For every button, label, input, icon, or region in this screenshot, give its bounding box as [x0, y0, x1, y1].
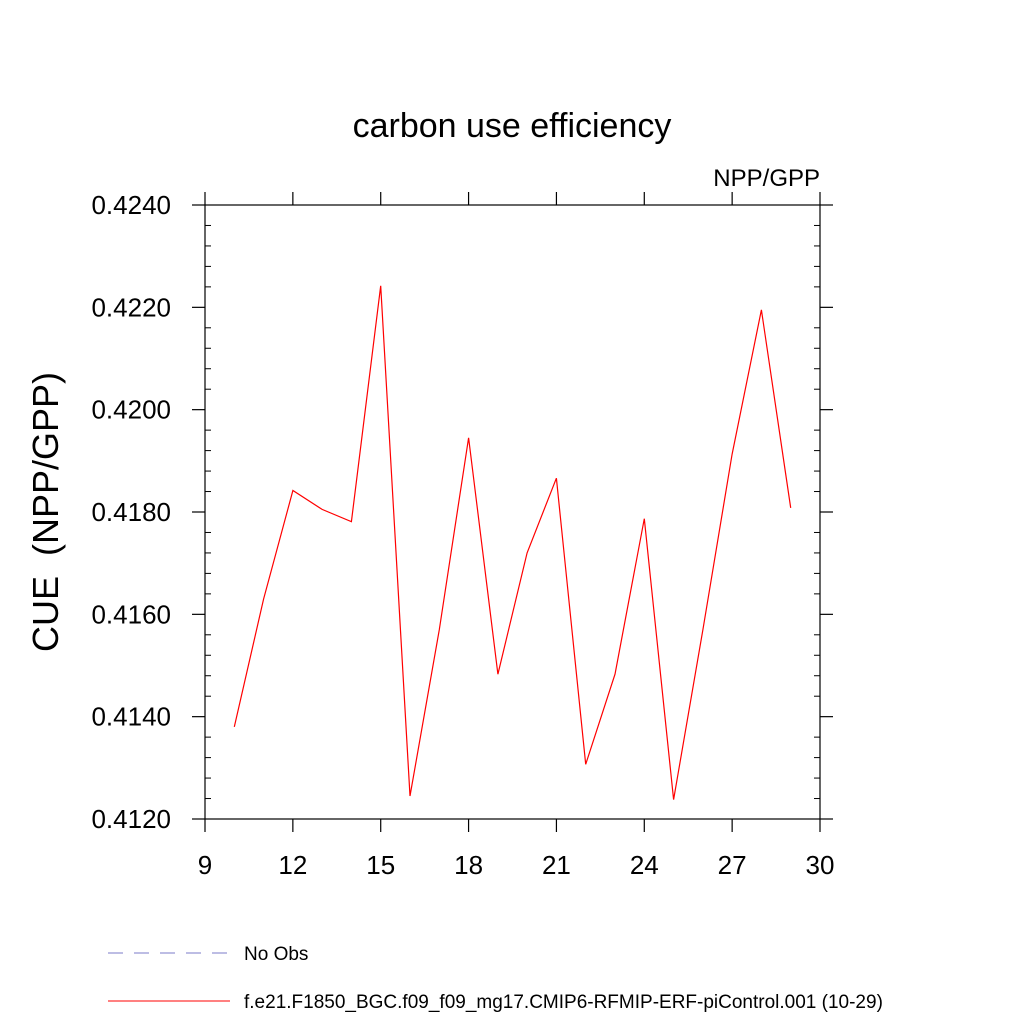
x-tick-label: 21 — [542, 850, 571, 880]
y-tick-label: 0.4160 — [91, 599, 171, 629]
plot-frame-group — [204, 204, 821, 820]
plot-frame — [204, 204, 821, 820]
x-tick-label: 24 — [630, 850, 659, 880]
y-tick-label: 0.4120 — [91, 804, 171, 834]
y-tick-label: 0.4140 — [91, 702, 171, 732]
chart-title: carbon use efficiency — [353, 107, 672, 145]
y-ticks-group: 0.4120 0.4140 0.4160 0.4180 0.4200 0.4220 0.42… — [91, 190, 833, 834]
legend: No Obs f.e21.F1850_BGC.f09_f09_mg17.CMIP6… — [108, 944, 883, 1013]
x-tick-label: 27 — [718, 850, 747, 880]
legend-label: No Obs — [244, 944, 308, 965]
x-tick-label: 9 — [198, 850, 212, 880]
legend-label: f.e21.F1850_BGC.f09_f09_mg17.CMIP6-RFMIP… — [244, 992, 883, 1013]
x-tick-label: 30 — [806, 850, 835, 880]
minor-ticks-group — [205, 224, 820, 800]
chart-subtitle: NPP/GPP — [713, 165, 820, 192]
x-tick-label: 12 — [278, 850, 307, 880]
y-tick-label: 0.4180 — [91, 497, 171, 527]
y-tick-label: 0.4240 — [91, 190, 171, 220]
y-axis-label: CUE (NPP/GPP) — [25, 372, 66, 652]
y-tick-label: 0.4200 — [91, 395, 171, 425]
series-group — [233, 285, 792, 800]
x-tick-label: 18 — [454, 850, 483, 880]
y-tick-label: 0.4220 — [91, 292, 171, 322]
series-line — [233, 285, 792, 800]
x-ticks-group: 9 12 15 18 21 24 27 30 — [198, 192, 835, 880]
x-tick-label: 15 — [366, 850, 395, 880]
